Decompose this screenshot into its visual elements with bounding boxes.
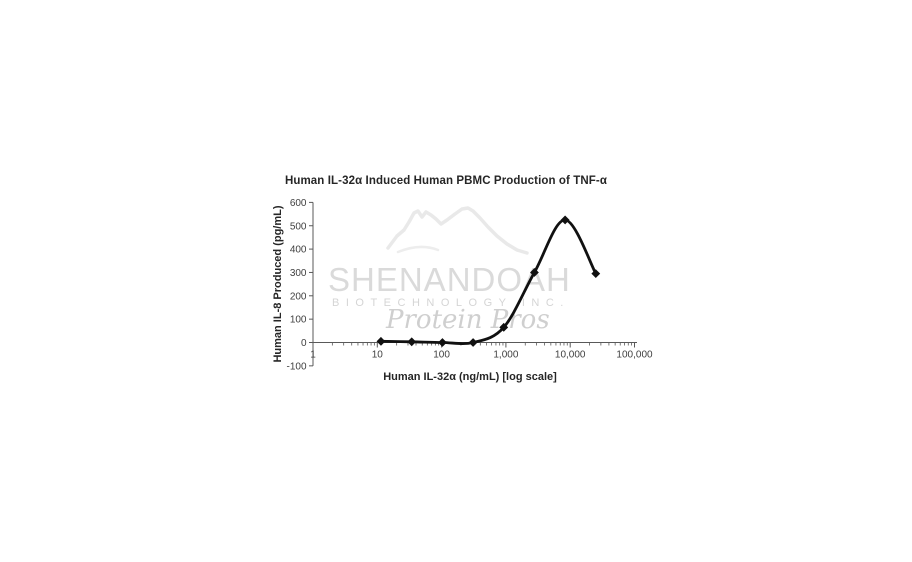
mountain-foothill-line xyxy=(396,245,440,254)
y-tick-label: 0 xyxy=(301,338,307,349)
data-point-marker xyxy=(560,215,570,225)
mountain-ridge-line xyxy=(386,206,529,255)
data-point-marker xyxy=(530,268,539,277)
data-point-marker xyxy=(468,338,478,347)
y-tick-label: 500 xyxy=(290,221,307,232)
y-tick-label: 200 xyxy=(290,291,307,302)
data-series-line xyxy=(379,218,598,346)
x-tick-label: 1 xyxy=(310,350,316,361)
watermark-tagline: Protein Pros xyxy=(386,305,550,335)
y-tick-label: -100 xyxy=(286,361,306,372)
x-tick-label: 10 xyxy=(372,350,384,361)
x-tick-label: 1,000 xyxy=(493,350,518,361)
chart-title: Human IL-32α Induced Human PBMC Producti… xyxy=(284,175,608,187)
y-tick-label: 300 xyxy=(290,268,307,279)
y-tick-label: 600 xyxy=(290,198,307,209)
x-tick-label: 100,000 xyxy=(616,350,653,361)
x-axis-label: Human IL-32α (ng/mL) [log scale] xyxy=(383,371,557,383)
data-point-marker xyxy=(438,338,447,347)
y-tick-label: 100 xyxy=(290,315,307,326)
x-tick-label: 10,000 xyxy=(555,350,586,361)
data-point-marker xyxy=(591,269,601,279)
watermark-company-subtitle: BIOTECHNOLOGY INC. xyxy=(332,297,570,309)
data-point-marker xyxy=(376,336,386,346)
data-point-marker xyxy=(499,322,509,332)
y-tick-label: 400 xyxy=(290,245,307,256)
data-point-marker xyxy=(407,337,417,347)
x-tick-label: 100 xyxy=(433,350,450,361)
